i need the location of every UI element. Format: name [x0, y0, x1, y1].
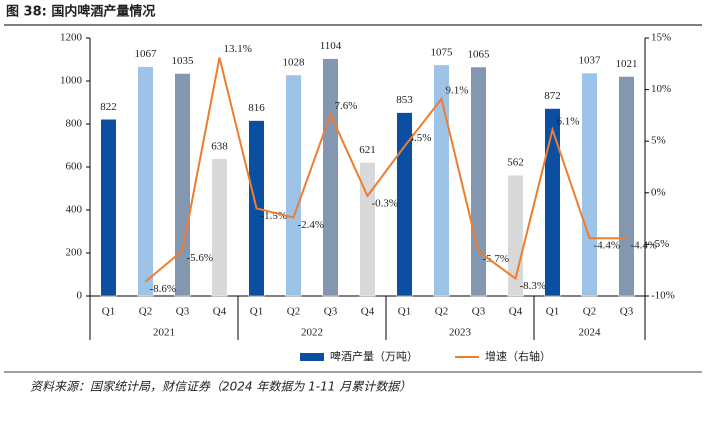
y-tick-label: 1000 [60, 75, 83, 87]
bar [100, 119, 117, 297]
y2-tick-label: 0% [651, 186, 666, 198]
x-tick-label: Q3 [620, 306, 634, 318]
x-tick-label: Q1 [546, 306, 559, 318]
x-tick-label: Q4 [361, 306, 375, 318]
chart-title: 图 38: 国内啤酒产量情况 [6, 4, 155, 20]
x-tick-label: Q1 [398, 306, 411, 318]
bar-label: 621 [359, 144, 376, 156]
group-label: 2023 [449, 327, 472, 339]
y-tick-label: 200 [66, 247, 83, 259]
bar-label: 638 [211, 140, 228, 152]
line [144, 57, 627, 283]
bar [322, 58, 339, 297]
bar-label: 1065 [468, 49, 491, 61]
line-label: -4.4% [594, 240, 621, 252]
group-label: 2022 [301, 327, 323, 339]
bar [211, 158, 228, 297]
y2-tick-label: 5% [651, 135, 666, 147]
bar-label: 872 [544, 90, 561, 102]
group-label: 2024 [579, 327, 602, 339]
bar-label: 1035 [172, 55, 195, 67]
line-label: -4.4% [631, 240, 658, 252]
line-label: -2.4% [298, 219, 325, 231]
y-tick-label: 800 [66, 118, 83, 130]
y2-tick-label: -5% [651, 238, 669, 250]
line-label: -8.6% [150, 283, 177, 295]
line-label: -0.3% [372, 197, 399, 209]
line-label: 9.1% [446, 84, 469, 96]
bar [618, 76, 635, 297]
x-tick-label: Q2 [287, 306, 300, 318]
x-tick-label: Q3 [176, 306, 190, 318]
y2-tick-label: 15% [651, 32, 671, 44]
bar-label: 816 [248, 102, 265, 114]
bar-label: 562 [507, 157, 524, 169]
x-tick-label: Q1 [250, 306, 263, 318]
bar [285, 74, 302, 297]
line-label: -1.5% [261, 210, 288, 222]
legend-swatch [300, 353, 324, 361]
bar-label: 1021 [616, 58, 638, 70]
bar [544, 108, 561, 297]
line-label: 7.6% [335, 100, 358, 112]
x-tick-label: Q4 [213, 306, 227, 318]
bar-label: 822 [100, 101, 117, 113]
group-label: 2021 [153, 327, 175, 339]
bar-label: 1028 [283, 57, 306, 69]
line-label: 13.1% [224, 43, 252, 55]
x-tick-label: Q2 [435, 306, 448, 318]
x-tick-label: Q2 [139, 306, 152, 318]
bar [359, 162, 376, 297]
x-tick-label: Q3 [324, 306, 338, 318]
line-label: -8.3% [520, 280, 547, 292]
bar-label: 1037 [579, 55, 602, 67]
bar-label: 853 [396, 94, 413, 106]
x-tick-label: Q4 [509, 306, 523, 318]
y2-tick-label: -10% [651, 290, 675, 302]
y-tick-label: 400 [66, 204, 83, 216]
line-label: -5.7% [483, 253, 510, 265]
y-tick-label: 0 [77, 290, 83, 302]
y2-tick-label: 10% [651, 83, 671, 95]
legend-label: 增速（右轴） [485, 349, 551, 363]
y-tick-label: 1200 [60, 32, 83, 44]
line-label: 6.1% [557, 115, 580, 127]
x-tick-label: Q1 [102, 306, 115, 318]
bar-label: 1075 [431, 46, 454, 58]
bar [174, 73, 191, 297]
x-tick-label: Q3 [472, 306, 486, 318]
x-tick-label: Q2 [583, 306, 596, 318]
y-tick-label: 600 [66, 161, 83, 173]
legend-label: 啤酒产量（万吨） [330, 349, 418, 363]
source-note: 资料来源：国家统计局，财信证券（2024 年数据为 1-11 月累计数据） [30, 380, 411, 394]
bar [396, 112, 413, 297]
bar [433, 64, 450, 297]
bar [581, 72, 598, 297]
line-label: -5.6% [187, 252, 214, 264]
bar-label: 1104 [320, 40, 342, 52]
bar [137, 66, 154, 297]
bar-label: 1067 [135, 48, 158, 60]
